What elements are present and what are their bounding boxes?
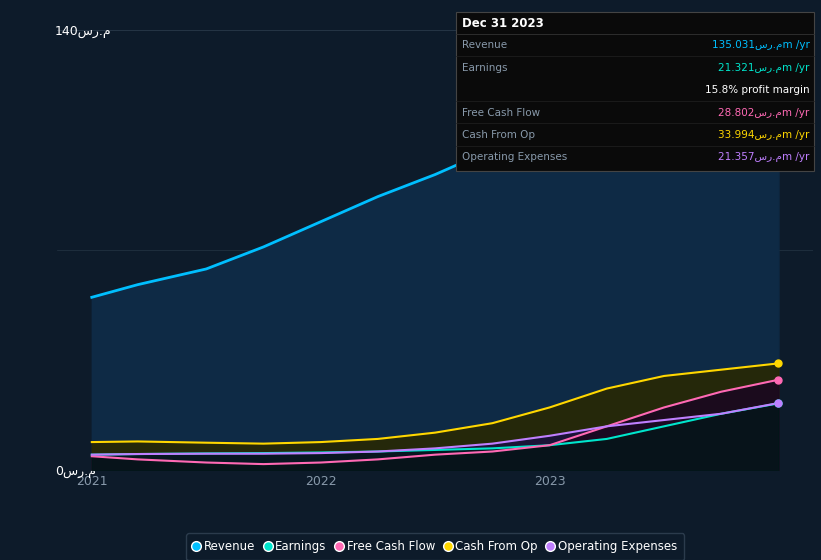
Text: Dec 31 2023: Dec 31 2023 [462,17,544,30]
Text: 135.031سر.مm /yr: 135.031سر.مm /yr [712,40,810,50]
Text: 28.802سر.مm /yr: 28.802سر.مm /yr [718,108,810,118]
Text: Revenue: Revenue [462,40,507,50]
Legend: Revenue, Earnings, Free Cash Flow, Cash From Op, Operating Expenses: Revenue, Earnings, Free Cash Flow, Cash … [186,533,684,560]
Text: Operating Expenses: Operating Expenses [462,152,567,162]
Text: 15.8% profit margin: 15.8% profit margin [705,85,810,95]
Text: Cash From Op: Cash From Op [462,130,535,140]
Text: 33.994سر.مm /yr: 33.994سر.مm /yr [718,130,810,140]
Text: Earnings: Earnings [462,63,507,73]
Text: 21.321سر.مm /yr: 21.321سر.مm /yr [718,63,810,73]
Text: Free Cash Flow: Free Cash Flow [462,108,540,118]
Text: 21.357سر.مm /yr: 21.357سر.مm /yr [718,152,810,162]
